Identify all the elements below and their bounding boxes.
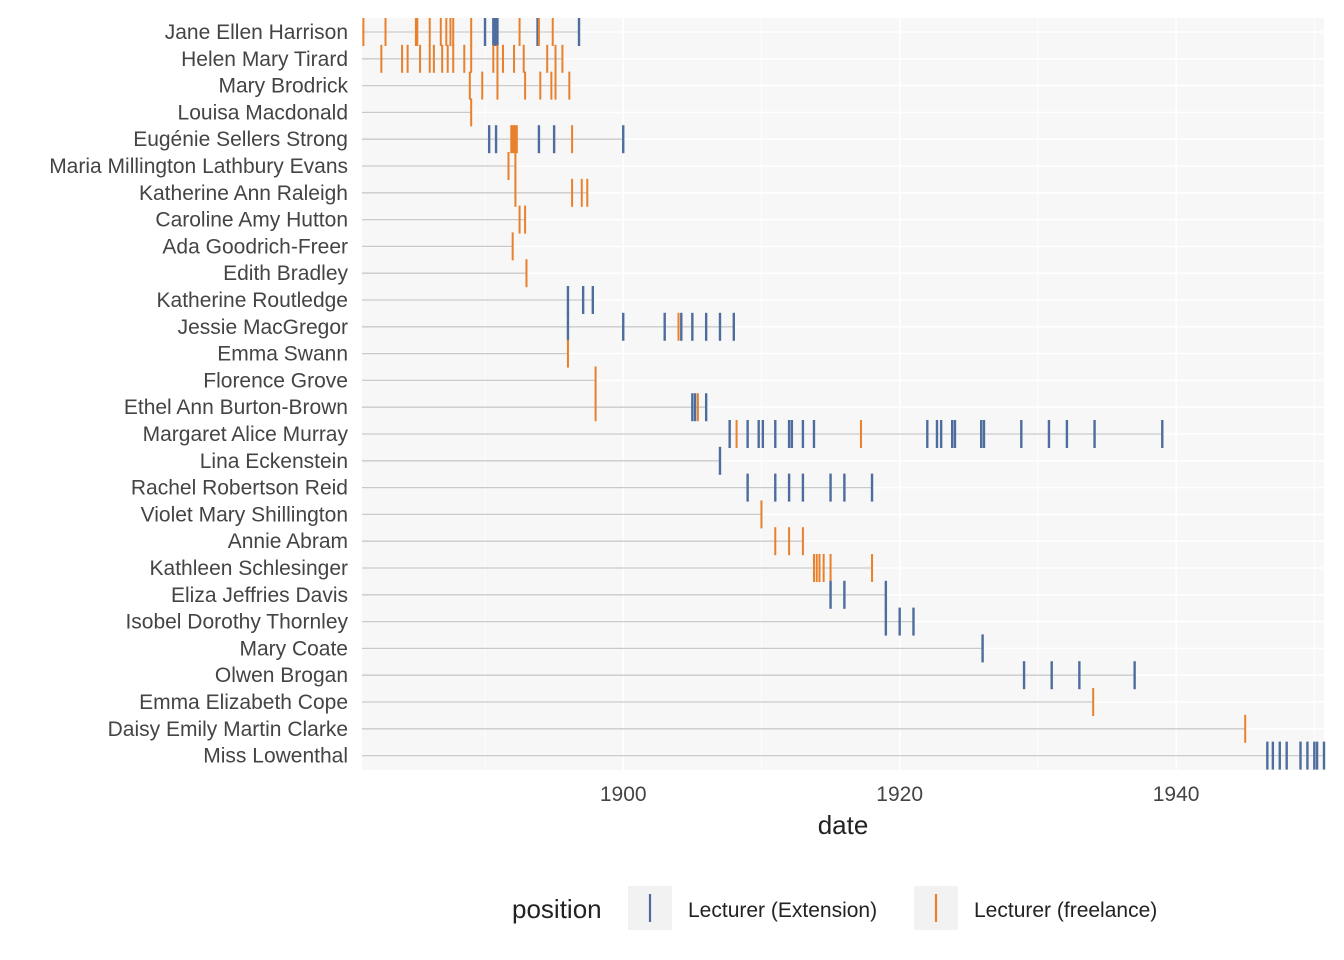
- plot-panel: [362, 18, 1324, 770]
- y-axis-label: Jane Ellen Harrison: [165, 21, 348, 44]
- y-axis-label: Margaret Alice Murray: [143, 423, 349, 446]
- y-axis-label: Eugénie Sellers Strong: [133, 128, 348, 151]
- y-axis-label: Olwen Brogan: [215, 664, 348, 687]
- x-axis-tick-labels: 1900 1920 1940: [600, 783, 1200, 806]
- x-axis-tick-label: 1920: [876, 783, 923, 806]
- y-axis-label: Katherine Ann Raleigh: [139, 182, 348, 205]
- event-ticks: [362, 18, 1326, 770]
- y-axis-label: Mary Coate: [239, 637, 348, 660]
- legend-label-extension: Lecturer (Extension): [688, 899, 877, 922]
- y-axis-label: Eliza Jeffries Davis: [171, 584, 348, 607]
- y-axis-label: Miss Lowenthal: [203, 745, 348, 768]
- y-axis-label: Helen Mary Tirard: [181, 48, 348, 71]
- y-axis-label: Rachel Robertson Reid: [131, 477, 348, 500]
- y-axis-label: Lina Eckenstein: [200, 450, 348, 473]
- legend-title: position: [512, 894, 602, 924]
- y-axis-label: Emma Swann: [217, 343, 348, 366]
- y-axis-labels: Jane Ellen Harrison Helen Mary Tirard Mary…: [49, 21, 348, 768]
- y-axis-label: Mary Brodrick: [218, 75, 348, 98]
- x-axis-tick-label: 1900: [600, 783, 647, 806]
- legend-label-freelance: Lecturer (freelance): [974, 899, 1157, 922]
- y-axis-label: Annie Abram: [228, 530, 348, 553]
- y-axis-label: Katherine Routledge: [157, 289, 348, 312]
- y-axis-label: Caroline Amy Hutton: [155, 209, 348, 232]
- y-axis-label: Kathleen Schlesinger: [150, 557, 348, 580]
- y-axis-label: Louisa Macdonald: [178, 101, 348, 124]
- y-axis-label: Jessie MacGregor: [178, 316, 348, 339]
- y-axis-label: Daisy Emily Martin Clarke: [108, 718, 348, 741]
- x-axis-tick-label: 1940: [1153, 783, 1200, 806]
- y-axis-label: Florence Grove: [203, 369, 348, 392]
- y-axis-label: Isobel Dorothy Thornley: [125, 611, 348, 634]
- y-axis-label: Ethel Ann Burton-Brown: [124, 396, 348, 419]
- y-axis-label: Edith Bradley: [223, 262, 348, 285]
- legend: position Lecturer (Extension) Lecturer (…: [512, 886, 1157, 930]
- x-axis-title: date: [818, 810, 869, 840]
- y-axis-label: Ada Goodrich-Freer: [162, 235, 348, 258]
- y-axis-label: Maria Millington Lathbury Evans: [49, 155, 348, 178]
- y-axis-label: Emma Elizabeth Cope: [139, 691, 348, 714]
- y-axis-label: Violet Mary Shillington: [141, 503, 348, 526]
